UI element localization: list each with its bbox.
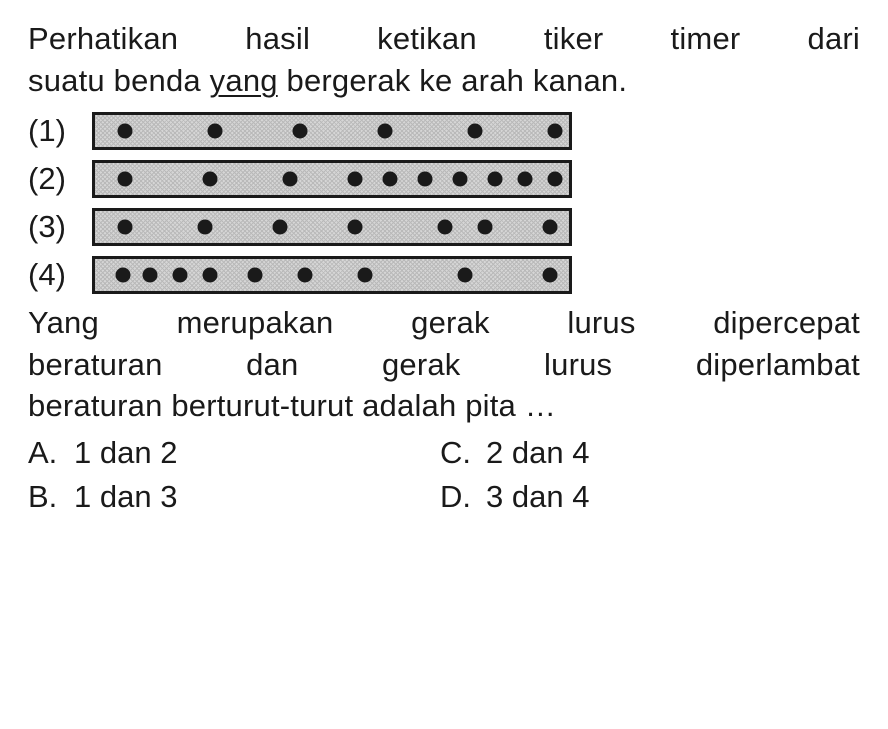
tick-dot — [198, 219, 213, 234]
tick-dot — [118, 219, 133, 234]
tick-dot — [468, 123, 483, 138]
tape-label: (1) — [28, 113, 92, 149]
tick-dot — [348, 171, 363, 186]
tick-dot — [173, 267, 188, 282]
option-text: 1 dan 3 — [74, 475, 177, 518]
tick-dot — [438, 219, 453, 234]
tick-dot — [118, 123, 133, 138]
tick-dot — [548, 171, 563, 186]
option: B.1 dan 3 — [28, 475, 440, 518]
tick-dot — [378, 123, 393, 138]
tick-dot — [118, 171, 133, 186]
tape-label: (3) — [28, 209, 92, 245]
tapes-container: (1) (2) (3) (4) — [28, 112, 860, 294]
tape-label: (2) — [28, 161, 92, 197]
tick-dot — [283, 171, 298, 186]
intro-line-2a: suatu benda — [28, 63, 210, 98]
tape-row: (1) — [28, 112, 860, 150]
option-letter: D. — [440, 475, 486, 518]
ticker-tape — [92, 208, 572, 246]
tick-dot — [203, 267, 218, 282]
tick-dot — [518, 171, 533, 186]
tick-dot — [248, 267, 263, 282]
tick-dot — [418, 171, 433, 186]
ticker-tape — [92, 160, 572, 198]
options-col-2: C.2 dan 4D.3 dan 4 — [440, 431, 589, 518]
tick-dot — [203, 171, 218, 186]
option-text: 1 dan 2 — [74, 431, 177, 474]
ticker-tape — [92, 256, 572, 294]
tape-label: (4) — [28, 257, 92, 293]
option: D.3 dan 4 — [440, 475, 589, 518]
tick-dot — [478, 219, 493, 234]
options: A.1 dan 2B.1 dan 3 C.2 dan 4D.3 dan 4 — [28, 431, 860, 518]
option-letter: B. — [28, 475, 74, 518]
options-col-1: A.1 dan 2B.1 dan 3 — [28, 431, 440, 518]
tick-dot — [208, 123, 223, 138]
tape-row: (3) — [28, 208, 860, 246]
option: C.2 dan 4 — [440, 431, 589, 474]
tick-dot — [116, 267, 131, 282]
tape-row: (4) — [28, 256, 860, 294]
tick-dot — [543, 267, 558, 282]
option-letter: A. — [28, 431, 74, 474]
question-line-2: beraturan dan gerak lurus diperlambat — [28, 344, 860, 386]
tick-dot — [383, 171, 398, 186]
question-line-1: Yang merupakan gerak lurus dipercepat — [28, 302, 860, 344]
tape-row: (2) — [28, 160, 860, 198]
option-text: 2 dan 4 — [486, 431, 589, 474]
intro-line-2c: bergerak ke arah kanan. — [278, 63, 627, 98]
tick-dot — [453, 171, 468, 186]
option: A.1 dan 2 — [28, 431, 440, 474]
intro-line-2b: yang — [210, 63, 278, 98]
option-letter: C. — [440, 431, 486, 474]
tick-dot — [298, 267, 313, 282]
question-line-3: beraturan berturut-turut adalah pita … — [28, 385, 860, 427]
tick-dot — [548, 123, 563, 138]
option-text: 3 dan 4 — [486, 475, 589, 518]
intro-line-1: Perhatikan hasil ketikan tiker timer dar… — [28, 18, 860, 60]
tick-dot — [348, 219, 363, 234]
ticker-tape — [92, 112, 572, 150]
tick-dot — [543, 219, 558, 234]
tick-dot — [273, 219, 288, 234]
tick-dot — [488, 171, 503, 186]
tick-dot — [458, 267, 473, 282]
tick-dot — [293, 123, 308, 138]
tick-dot — [358, 267, 373, 282]
intro-line-2: suatu benda yang bergerak ke arah kanan. — [28, 60, 860, 102]
tick-dot — [143, 267, 158, 282]
